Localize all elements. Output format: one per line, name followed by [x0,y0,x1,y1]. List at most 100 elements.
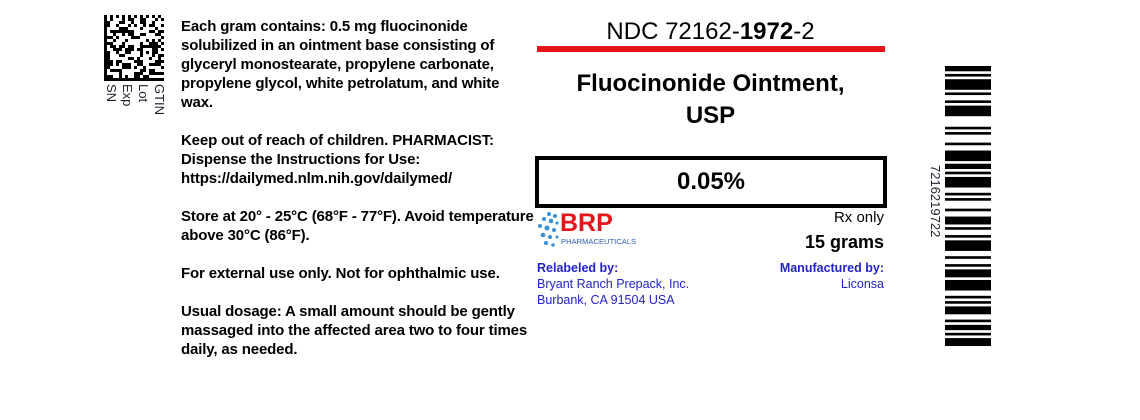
datamatrix-module [110,15,113,18]
logo-subtext: PHARMACEUTICALS [561,237,637,246]
datamatrix-module [128,66,131,69]
datamatrix-module [104,54,107,57]
datamatrix-module [149,30,152,33]
datamatrix-module [140,48,143,51]
barcode-bar [945,338,991,346]
datamatrix-module [104,78,107,81]
manufacturer-info: Manufactured by: Liconsa [740,260,884,292]
barcode-bar [945,264,991,267]
barcode-bar [945,269,991,278]
datamatrix-module [155,72,158,75]
warning-text: Keep out of reach of children. PHARMACIS… [181,132,494,187]
datamatrix-module [137,36,140,39]
datamatrix-module [161,54,164,57]
datamatrix-module [137,63,140,66]
datamatrix-module [116,63,119,66]
datamatrix-module [149,69,152,72]
datamatrix-module [113,30,116,33]
datamatrix-module [161,78,164,81]
datamatrix-module [110,78,113,81]
datamatrix-module [104,24,107,27]
datamatrix-module [155,33,158,36]
datamatrix-module [152,51,155,54]
datamatrix-module [110,18,113,21]
datamatrix-module [104,51,107,54]
ndc-suffix: -2 [793,18,815,45]
datamatrix-module [146,78,149,81]
barcode-bar [945,126,991,130]
datamatrix-module [122,21,125,24]
datamatrix-module [125,30,128,33]
datamatrix-module [110,42,113,45]
datamatrix-module [143,69,146,72]
title-line-1: Fluocinonide Ointment, [576,70,845,97]
barcode-bar [945,227,991,230]
datamatrix-module [134,60,137,63]
datamatrix-module [107,21,110,24]
barcode-bar [945,132,991,135]
datamatrix-module [104,69,107,72]
datamatrix-module [128,18,131,21]
datamatrix-module [134,15,137,18]
datamatrix-module [146,39,149,42]
datamatrix-code [104,15,164,81]
datamatrix-module [140,18,143,21]
datamatrix-module [149,78,152,81]
barcode-bar [945,332,991,336]
datamatrix-module [104,27,107,30]
datamatrix-module [161,72,164,75]
external-use-text: For external use only. Not for ophthalmi… [181,265,500,282]
datamatrix-module [137,72,140,75]
datamatrix-module [107,63,110,66]
datamatrix-module [104,66,107,69]
barcode-bar [945,79,991,90]
barcode-bar [945,192,991,196]
datamatrix-module [152,63,155,66]
barcode-bar [945,208,991,212]
datamatrix-module [158,33,161,36]
datamatrix-module [116,36,119,39]
datamatrix-module [104,75,107,78]
datamatrix-module [158,78,161,81]
datamatrix-module [146,51,149,54]
datamatrix-module [104,45,107,48]
gtin-label: GTIN [152,84,167,116]
datamatrix-module [116,24,119,27]
barcode-bar [945,176,991,188]
datamatrix-module [152,72,155,75]
datamatrix-module [119,75,122,78]
barcode-bar [945,163,991,170]
datamatrix-module [119,54,122,57]
datamatrix-module [161,66,164,69]
datamatrix-module [128,63,131,66]
datamatrix-module [131,78,134,81]
datamatrix-module [107,24,110,27]
datamatrix-module [128,78,131,81]
datamatrix-module [104,39,107,42]
quantity: 15 grams [804,232,884,252]
rx-only: Rx only [833,209,884,226]
datamatrix-module [152,15,155,18]
datamatrix-module [143,75,146,78]
datamatrix-module [122,63,125,66]
ndc-product-code: 1972 [739,18,794,45]
datamatrix-module [122,42,125,45]
datamatrix-module [140,60,143,63]
barcode-bar [945,150,991,162]
datamatrix-module [143,24,146,27]
datamatrix-module [107,42,110,45]
datamatrix-module [122,54,125,57]
datamatrix-module [128,24,131,27]
barcode-bar [945,66,991,72]
datamatrix-module [134,66,137,69]
datamatrix-module [140,21,143,24]
lot-label: Lot [136,84,151,103]
datamatrix-module [140,45,143,48]
datamatrix-module [119,69,122,72]
relabeler-name: Bryant Ranch Prepack, Inc. [537,277,690,291]
datamatrix-module [122,18,125,21]
datamatrix-module [131,33,134,36]
datamatrix-module [116,51,119,54]
datamatrix-module [152,54,155,57]
datamatrix-module [119,60,122,63]
